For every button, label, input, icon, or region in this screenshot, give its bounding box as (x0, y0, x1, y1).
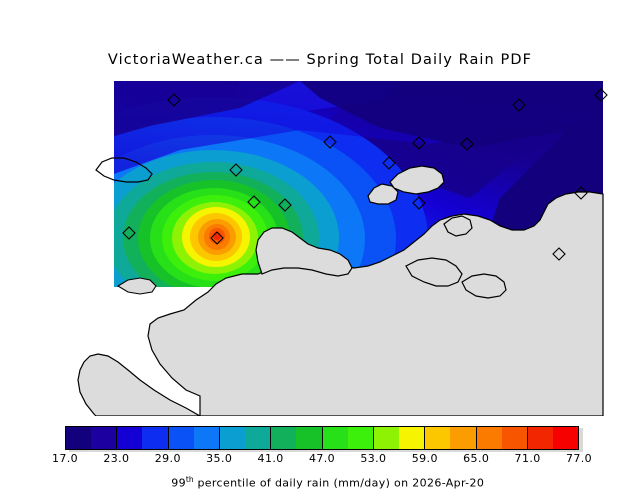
colorbar-tick-59.0: 59.0 (411, 452, 438, 465)
colorbar-cell-1 (91, 427, 118, 449)
colorbar-cell-6 (219, 427, 246, 449)
colorbar-tick-53.0: 53.0 (360, 452, 387, 465)
colorbar-tick-17.0: 17.0 (51, 452, 79, 465)
colorbar-tick-23.0: 23.0 (103, 452, 130, 465)
colorbar-tick-77.0: 77.0 (565, 452, 593, 465)
colorbar-tick-65.0: 65.0 (463, 452, 490, 465)
caption-suffix: percentile of daily rain (mm/day) on 202… (193, 476, 485, 490)
colorbar[interactable] (65, 426, 579, 450)
colorbar-cell-13 (399, 427, 426, 449)
colorbar-tick-35.0: 35.0 (206, 452, 233, 465)
colorbar-tick-71.0: 71.0 (514, 452, 541, 465)
colorbar-cell-3 (142, 427, 169, 449)
colorbar-tick-29.0: 29.0 (154, 452, 181, 465)
colorbar-cell-4 (168, 427, 194, 449)
colorbar-cell-12 (373, 427, 400, 449)
caption-prefix: 99 (171, 476, 186, 490)
colorbar-cell-15 (450, 427, 477, 449)
chart-title: VictoriaWeather.ca —— Spring Total Daily… (107, 52, 533, 68)
map-panel[interactable] (0, 78, 640, 416)
colorbar-tick-41.0: 41.0 (257, 452, 284, 465)
colorbar-tick-47.0: 47.0 (308, 452, 336, 465)
colorbar-cell-11 (347, 427, 374, 449)
station-markers (122, 88, 608, 261)
colorbar-cell-18 (527, 427, 553, 449)
colorbar-cell-17 (501, 427, 528, 449)
colorbar-cell-8 (271, 427, 297, 449)
map-canvas[interactable] (0, 78, 640, 416)
colorbar-caption: 99th percentile of daily rain (mm/day) o… (0, 462, 640, 503)
colorbar-cell-5 (193, 427, 220, 449)
colorbar-cell-19 (552, 427, 579, 449)
weather-map-figure: VictoriaWeather.ca —— Spring Total Daily… (0, 52, 640, 490)
colorbar-cell-7 (245, 427, 272, 449)
colorbar-cell-2 (117, 427, 143, 449)
colorbar-cell-16 (476, 427, 502, 449)
colorbar-cell-10 (322, 427, 348, 449)
colorbar-cell-0 (66, 427, 92, 449)
colorbar-cell-14 (425, 427, 451, 449)
colorbar-tick-labels: 17.0 23.0 29.0 35.0 41.0 47.0 53.0 59.0 65.0 71.0… (0, 452, 640, 465)
colorbar-cell-9 (296, 427, 323, 449)
land-masses (77, 157, 604, 416)
